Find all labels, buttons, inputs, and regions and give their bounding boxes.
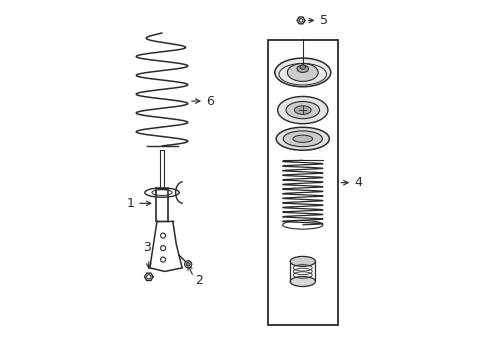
Text: 5: 5 xyxy=(319,14,327,27)
Polygon shape xyxy=(144,273,153,280)
Bar xyxy=(267,40,337,325)
Ellipse shape xyxy=(276,127,329,150)
Polygon shape xyxy=(296,17,305,24)
Ellipse shape xyxy=(289,256,315,266)
Ellipse shape xyxy=(292,135,312,142)
Text: 4: 4 xyxy=(354,176,362,189)
Ellipse shape xyxy=(287,63,318,81)
Ellipse shape xyxy=(285,102,319,119)
Circle shape xyxy=(184,261,191,268)
Ellipse shape xyxy=(294,106,310,114)
Ellipse shape xyxy=(277,96,327,124)
Circle shape xyxy=(186,262,190,266)
Circle shape xyxy=(299,19,302,22)
Ellipse shape xyxy=(299,65,305,69)
Ellipse shape xyxy=(283,131,322,147)
Ellipse shape xyxy=(289,276,315,287)
Text: 6: 6 xyxy=(206,95,214,108)
Circle shape xyxy=(146,275,151,279)
Text: 1: 1 xyxy=(126,197,135,210)
Ellipse shape xyxy=(274,58,330,87)
Text: 3: 3 xyxy=(142,240,151,253)
Ellipse shape xyxy=(296,65,308,72)
Text: 2: 2 xyxy=(195,274,203,287)
